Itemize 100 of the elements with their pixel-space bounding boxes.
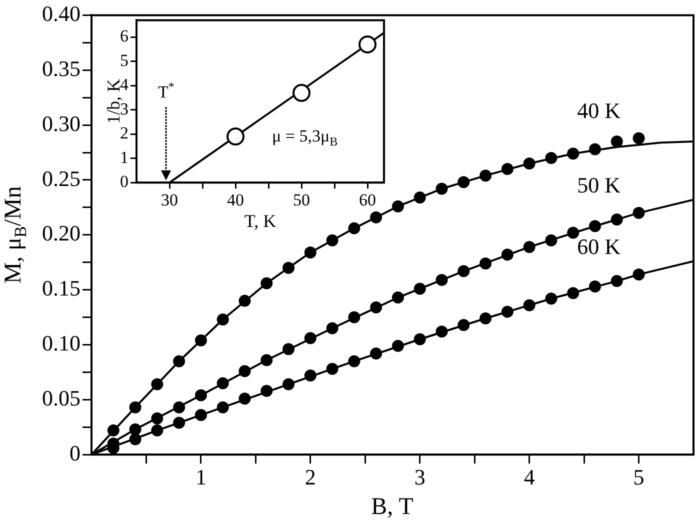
point bbox=[348, 222, 360, 234]
point bbox=[238, 294, 251, 307]
point bbox=[370, 301, 382, 314]
point bbox=[173, 416, 186, 429]
point bbox=[414, 333, 426, 346]
point bbox=[436, 274, 448, 286]
x-tick-label: 2 bbox=[304, 464, 316, 490]
y-tick-label: 2 bbox=[120, 124, 128, 143]
x-tick-label: 50 bbox=[293, 190, 310, 210]
x-tick-label: 30 bbox=[161, 190, 178, 210]
point bbox=[194, 389, 207, 402]
point bbox=[545, 292, 558, 305]
point bbox=[567, 226, 580, 239]
point bbox=[632, 132, 645, 144]
point bbox=[151, 412, 164, 424]
point bbox=[151, 378, 164, 390]
point bbox=[588, 280, 601, 293]
point bbox=[392, 200, 404, 212]
point bbox=[501, 162, 514, 175]
point bbox=[370, 211, 382, 224]
point bbox=[610, 214, 623, 226]
series-label: 50 K bbox=[577, 172, 621, 198]
point bbox=[632, 206, 645, 219]
point bbox=[523, 158, 536, 170]
point bbox=[292, 84, 310, 102]
point bbox=[348, 355, 360, 368]
point bbox=[151, 424, 164, 436]
point bbox=[173, 355, 186, 368]
x-tick-label: 3 bbox=[414, 464, 426, 490]
point bbox=[392, 340, 404, 352]
y-tick-label: 1 bbox=[120, 148, 128, 167]
point bbox=[216, 401, 229, 414]
point bbox=[173, 401, 186, 414]
point bbox=[348, 311, 360, 324]
point bbox=[436, 182, 448, 195]
series-label: 60 K bbox=[577, 234, 621, 260]
point bbox=[632, 268, 645, 280]
point bbox=[588, 220, 601, 232]
point bbox=[238, 392, 251, 405]
point bbox=[458, 265, 470, 278]
y-tick-label: 6 bbox=[120, 26, 128, 46]
point bbox=[304, 332, 316, 344]
point bbox=[545, 234, 558, 246]
x-tick-label: 60 bbox=[359, 190, 376, 210]
point bbox=[260, 354, 273, 366]
y-tick-label: 3 bbox=[120, 99, 128, 118]
point bbox=[238, 365, 251, 378]
point bbox=[326, 322, 338, 334]
x-axis-title: B, T bbox=[371, 494, 414, 520]
point bbox=[194, 409, 207, 422]
point bbox=[282, 343, 295, 356]
point bbox=[129, 401, 142, 414]
x-tick-label: 40 bbox=[227, 190, 244, 210]
y-tick-label: 0.05 bbox=[42, 385, 80, 410]
point bbox=[194, 334, 207, 346]
y-tick-label: 0.20 bbox=[42, 220, 80, 246]
y-tick-label: 0.25 bbox=[42, 166, 80, 191]
x-axis-title: T, K bbox=[244, 210, 276, 231]
x-tick-label: 5 bbox=[633, 464, 644, 490]
point bbox=[392, 292, 404, 304]
point bbox=[326, 234, 338, 246]
x-tick-label: 1 bbox=[195, 464, 206, 490]
point bbox=[304, 246, 316, 258]
point bbox=[129, 433, 142, 446]
y-tick-label: 0.30 bbox=[42, 110, 80, 136]
point bbox=[282, 378, 295, 390]
y-tick-label: 0.35 bbox=[42, 56, 80, 81]
point bbox=[326, 362, 338, 375]
y-tick-label: 0.40 bbox=[42, 0, 80, 26]
point bbox=[304, 370, 316, 382]
point bbox=[216, 313, 229, 326]
point bbox=[545, 152, 558, 164]
point bbox=[436, 326, 448, 338]
point bbox=[414, 192, 426, 204]
point bbox=[358, 35, 376, 54]
point bbox=[523, 299, 536, 312]
point bbox=[458, 318, 470, 331]
point bbox=[282, 262, 295, 274]
point bbox=[260, 384, 273, 397]
point bbox=[480, 170, 492, 182]
point bbox=[480, 312, 492, 324]
point bbox=[370, 348, 382, 360]
x-tick-label: 4 bbox=[524, 464, 535, 490]
point bbox=[501, 248, 514, 261]
point bbox=[260, 277, 273, 290]
point bbox=[226, 128, 244, 146]
point bbox=[610, 136, 623, 148]
point bbox=[458, 176, 470, 188]
point bbox=[567, 287, 580, 300]
annotation: T* bbox=[158, 79, 174, 102]
point bbox=[610, 275, 623, 288]
point bbox=[129, 423, 142, 436]
point bbox=[588, 143, 601, 156]
point bbox=[523, 240, 536, 253]
y-tick-label: 5 bbox=[120, 50, 128, 70]
y-tick-label: 0.10 bbox=[42, 330, 80, 356]
y-tick-label: 0.15 bbox=[42, 276, 80, 301]
series-label: 40 K bbox=[577, 98, 621, 124]
y-axis-title: M, μB/Mn bbox=[0, 186, 30, 284]
point bbox=[216, 377, 229, 390]
